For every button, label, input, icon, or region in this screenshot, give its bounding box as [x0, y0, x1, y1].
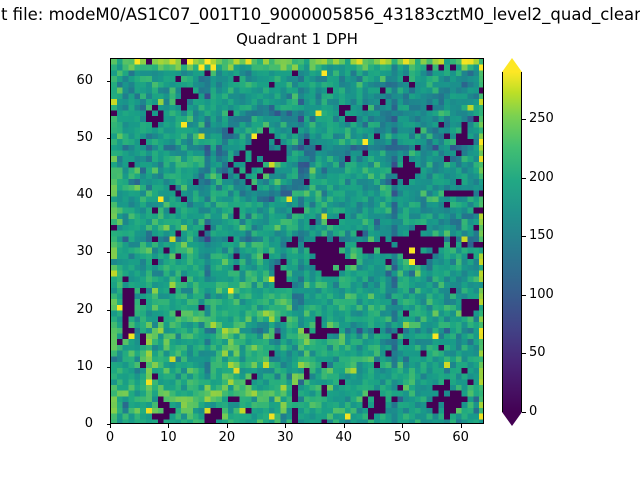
figure-suptitle: Input file: modeM0/AS1C07_001T10_9000005…: [0, 5, 640, 24]
y-tick-label: 10: [76, 358, 93, 374]
y-tick-mark: [106, 309, 110, 311]
y-tick-mark: [106, 252, 110, 254]
y-tick-label: 30: [76, 244, 93, 260]
x-tick-mark: [460, 424, 462, 428]
colorbar-tick-label: 50: [529, 345, 546, 361]
x-tick-label: 10: [160, 430, 177, 445]
y-tick-label: 20: [76, 301, 93, 317]
colorbar-tick-label: 0: [529, 404, 538, 419]
heatmap-axes[interactable]: [110, 58, 484, 424]
x-tick-mark: [110, 424, 111, 428]
axes-title: Quadrant 1 DPH: [236, 30, 358, 48]
colorbar-tick-label: 200: [529, 169, 554, 185]
colorbar[interactable]: [502, 58, 522, 426]
colorbar-extend-max-arrow: [502, 58, 522, 72]
colorbar-tick-label: 250: [529, 110, 554, 126]
y-tick-label: 50: [76, 130, 93, 146]
y-tick-label: 40: [76, 187, 93, 203]
x-tick-mark: [285, 424, 287, 428]
y-tick-mark: [106, 80, 110, 82]
colorbar-tick-mark: [522, 412, 526, 413]
y-tick-mark: [106, 366, 110, 368]
colorbar-tick-mark: [522, 236, 526, 238]
x-tick-label: 50: [393, 430, 411, 445]
y-tick-label: 60: [76, 72, 93, 88]
y-tick-mark: [106, 195, 110, 197]
x-tick-label: 20: [218, 430, 236, 445]
x-tick-label: 60: [452, 430, 469, 445]
colorbar-tick-mark: [522, 353, 526, 355]
colorbar-tick-mark: [522, 294, 526, 296]
x-tick-label: 30: [277, 430, 294, 445]
y-tick-mark: [106, 138, 110, 140]
x-tick-label: 40: [335, 430, 353, 445]
x-tick-label: 0: [105, 430, 115, 445]
x-tick-mark: [226, 424, 228, 428]
colorbar-tick-label: 100: [529, 286, 554, 302]
x-tick-mark: [343, 424, 345, 428]
y-tick-mark: [106, 424, 110, 425]
colorbar-tick-mark: [522, 118, 526, 120]
colorbar-tick-label: 150: [529, 228, 554, 244]
x-tick-mark: [402, 424, 404, 428]
colorbar-gradient: [502, 72, 522, 412]
colorbar-tick-mark: [522, 177, 526, 179]
x-tick-mark: [168, 424, 170, 428]
dph-heatmap-image[interactable]: [111, 59, 483, 423]
colorbar-extend-min-arrow: [502, 412, 522, 426]
figure-suptitle-clip: Input file: modeM0/AS1C07_001T10_9000005…: [0, 4, 640, 28]
y-tick-label: 0: [84, 416, 93, 431]
